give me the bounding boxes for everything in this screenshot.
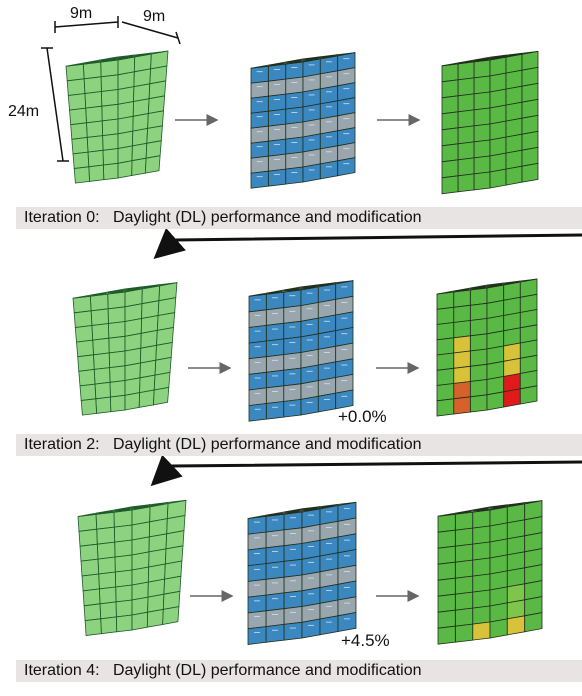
dimension-lines <box>41 16 181 162</box>
daylight-map-iteration-4 <box>437 500 543 645</box>
height-dimension-label: 24m <box>8 103 40 120</box>
iteration-2-caption: Iteration 2: Daylight (DL) performance a… <box>16 434 582 456</box>
massing-model-iteration-0 <box>65 50 169 184</box>
massing-model-iteration-4 <box>77 499 187 636</box>
next-iteration-arrow <box>153 227 582 259</box>
facade-model-iteration-2 <box>248 280 354 422</box>
width-dimension-label: 9m <box>70 5 93 22</box>
depth-dimension-label: 9m <box>143 8 166 25</box>
facade-model-iteration-0 <box>250 52 356 189</box>
flow-arrows <box>150 114 582 602</box>
iteration-2-caption-text: Iteration 2: Daylight (DL) performance a… <box>24 436 422 453</box>
iteration-4-change-label: +4.5% <box>341 631 390 650</box>
iteration-0-caption-text: Iteration 0: Daylight (DL) performance a… <box>24 209 422 226</box>
iteration-4-caption-text: Iteration 4: Daylight (DL) performance a… <box>24 662 422 679</box>
iteration-2-change-label: +0.0% <box>338 407 387 426</box>
massing-model-iteration-2 <box>72 282 178 416</box>
daylight-map-iteration-2 <box>436 278 538 417</box>
daylight-map-iteration-0 <box>441 50 539 195</box>
iteration-0-caption: Iteration 0: Daylight (DL) performance a… <box>16 207 582 229</box>
facade-model-iteration-4 <box>247 501 357 645</box>
next-iteration-arrow <box>150 454 582 487</box>
iteration-4-caption: Iteration 4: Daylight (DL) performance a… <box>16 660 582 682</box>
